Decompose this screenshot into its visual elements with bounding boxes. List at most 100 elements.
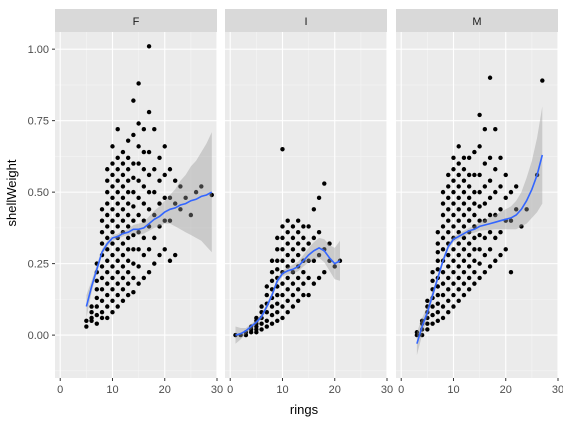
data-point bbox=[152, 189, 157, 195]
data-point bbox=[461, 281, 467, 286]
y-axis: 0.00 0.25 0.50 0.75 1.00 bbox=[28, 44, 55, 342]
data-point bbox=[493, 235, 498, 241]
data-point bbox=[275, 235, 280, 241]
data-point bbox=[446, 172, 451, 178]
data-point bbox=[115, 258, 120, 263]
data-point bbox=[264, 310, 270, 315]
data-point bbox=[110, 161, 115, 166]
data-point bbox=[120, 241, 126, 246]
data-point bbox=[498, 184, 503, 189]
data-point bbox=[472, 235, 477, 241]
data-point bbox=[146, 149, 152, 155]
x-tick-label: 10 bbox=[276, 384, 288, 396]
data-point bbox=[487, 178, 493, 183]
data-point bbox=[115, 281, 120, 286]
data-point bbox=[451, 178, 456, 183]
data-point bbox=[456, 275, 461, 281]
data-point bbox=[136, 195, 141, 201]
data-point bbox=[419, 332, 425, 338]
data-point bbox=[99, 264, 105, 269]
data-point bbox=[131, 290, 136, 295]
data-point bbox=[141, 218, 147, 223]
data-point bbox=[105, 247, 110, 252]
data-point bbox=[290, 224, 296, 229]
data-point bbox=[120, 161, 126, 166]
data-point bbox=[440, 292, 446, 298]
data-point bbox=[105, 167, 110, 172]
data-point bbox=[125, 281, 131, 286]
data-point bbox=[105, 201, 110, 206]
data-point bbox=[152, 235, 157, 241]
data-point bbox=[290, 269, 296, 275]
data-point bbox=[105, 224, 110, 229]
data-point bbox=[440, 224, 446, 229]
data-point bbox=[183, 195, 188, 201]
x-axes: 0 10 20 30 0 10 20 30 0 10 20 30 bbox=[57, 378, 563, 396]
data-point bbox=[120, 172, 126, 178]
data-point bbox=[498, 252, 503, 258]
facet-strip-label: I bbox=[304, 16, 307, 28]
data-point bbox=[472, 212, 477, 218]
data-point bbox=[125, 235, 131, 241]
data-point bbox=[136, 161, 141, 166]
data-point bbox=[89, 318, 94, 324]
data-point bbox=[482, 235, 488, 241]
data-point bbox=[269, 278, 275, 283]
data-point bbox=[136, 121, 141, 126]
data-point bbox=[301, 247, 306, 252]
data-point bbox=[440, 281, 446, 286]
data-point bbox=[435, 267, 441, 272]
data-point bbox=[451, 155, 456, 161]
data-point bbox=[264, 324, 270, 329]
data-point bbox=[472, 201, 477, 206]
data-point bbox=[513, 184, 519, 189]
data-point bbox=[482, 252, 488, 258]
data-point bbox=[440, 201, 446, 206]
data-point bbox=[451, 201, 456, 206]
data-point bbox=[120, 287, 126, 292]
data-point bbox=[285, 287, 290, 292]
data-point bbox=[456, 229, 461, 235]
data-point bbox=[157, 201, 162, 206]
data-point bbox=[508, 218, 514, 223]
data-point bbox=[167, 195, 173, 201]
data-point bbox=[290, 304, 296, 309]
data-point bbox=[105, 292, 110, 298]
data-point bbox=[430, 321, 435, 326]
data-point bbox=[99, 207, 105, 212]
data-point bbox=[162, 172, 167, 178]
data-point bbox=[440, 269, 446, 275]
data-point bbox=[482, 218, 488, 223]
smooth-line bbox=[235, 246, 341, 336]
data-point bbox=[115, 189, 120, 195]
data-point bbox=[435, 301, 441, 306]
data-point bbox=[466, 241, 472, 246]
data-point bbox=[120, 207, 126, 212]
y-tick-label: 0.50 bbox=[28, 187, 49, 199]
data-point bbox=[435, 310, 441, 315]
data-point bbox=[477, 261, 482, 266]
data-point bbox=[477, 189, 482, 195]
data-point bbox=[125, 224, 131, 229]
x-tick-label: 0 bbox=[398, 384, 404, 396]
data-point bbox=[125, 138, 131, 143]
data-point bbox=[131, 204, 136, 209]
data-point bbox=[301, 269, 306, 275]
data-point bbox=[466, 155, 472, 161]
data-point bbox=[120, 218, 126, 223]
data-point bbox=[493, 258, 498, 263]
data-point bbox=[435, 229, 441, 235]
data-point bbox=[105, 269, 110, 275]
data-point bbox=[115, 167, 120, 172]
data-point bbox=[89, 310, 94, 315]
data-point bbox=[508, 189, 514, 195]
data-point bbox=[125, 167, 131, 172]
data-point bbox=[311, 281, 317, 286]
data-point bbox=[482, 201, 488, 206]
data-point bbox=[446, 184, 451, 189]
data-point bbox=[477, 144, 482, 149]
data-point bbox=[430, 304, 435, 309]
x-axis-title: rings bbox=[290, 402, 319, 417]
data-point bbox=[435, 258, 441, 263]
facet-strip bbox=[225, 9, 387, 32]
